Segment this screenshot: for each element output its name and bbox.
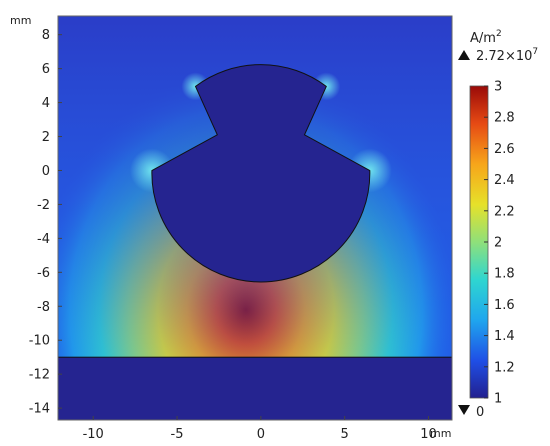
max-marker-triangle-icon	[458, 50, 470, 60]
y-tick-label: -4	[37, 232, 50, 247]
colorbar-tick-label: 1.4	[494, 329, 515, 344]
rotor-shape	[151, 64, 371, 283]
y-tick-label: 8	[42, 28, 50, 43]
colorbar-tick-label: 1.8	[494, 267, 515, 282]
y-tick-label: -8	[37, 300, 50, 315]
x-tick-label: 0	[257, 427, 265, 442]
colorbar-tick-label: 1.2	[494, 360, 515, 375]
x-tick-label: -10	[83, 427, 104, 442]
conductor-plate	[58, 356, 452, 420]
colorbar-tick-label: 2.2	[494, 204, 515, 219]
y-tick-label: 6	[42, 62, 50, 77]
colorbar-tick-label: 2.8	[494, 111, 515, 126]
x-tick-label: -5	[171, 427, 184, 442]
y-tick-label: 2	[42, 130, 50, 145]
colorbar-max-exponent: 7	[532, 47, 538, 57]
x-tick-label: 5	[341, 427, 349, 442]
colorbar-tick-label: 2	[494, 236, 502, 251]
colorbar-min-value: 0	[476, 405, 484, 420]
colorbar: A/m2 2.72×107 32.82.62.42.221.81.61.41.2…	[458, 29, 538, 420]
colorbar-max-value: 2.72×107	[476, 47, 538, 64]
y-tick-label: -10	[29, 334, 50, 349]
colorbar-tick-label: 1	[494, 392, 502, 407]
colorbar-max-mantissa: 2.72×10	[476, 49, 532, 64]
colorbar-unit: A/m2	[470, 29, 502, 46]
y-tick-label: -12	[29, 368, 50, 383]
plot-area	[58, 16, 452, 420]
plot-frame	[57, 15, 453, 421]
y-axis-ticks: 8 6 4 2 0 -2 -4 -6 -8 -10 -12 -14	[29, 28, 62, 417]
y-tick-label: -14	[29, 402, 50, 417]
y-tick-label: 4	[42, 96, 50, 111]
colorbar-ticks: 3 2.8 2.6 2.4 2.2 2 1.8 1.6 1.4 1.2 1	[484, 80, 515, 407]
min-marker-triangle-icon	[458, 405, 470, 415]
y-axis-unit: mm	[10, 14, 31, 27]
x-tick-label: 10	[420, 427, 437, 442]
x-axis-unit: mm	[430, 427, 451, 440]
y-tick-label: -6	[37, 266, 50, 281]
colorbar-unit-base: A/m	[470, 31, 496, 46]
colorbar-tick-label: 2.4	[494, 173, 515, 188]
colorbar-unit-exponent: 2	[496, 29, 502, 39]
colorbar-tick-label: 3	[494, 80, 502, 95]
y-tick-label: -2	[37, 198, 50, 213]
x-axis-ticks: -10 -5 0 5 10	[83, 416, 437, 442]
colorbar-tick-label: 2.6	[494, 142, 515, 157]
colorbar-tick-label: 1.6	[494, 298, 515, 313]
y-tick-label: 0	[42, 164, 50, 179]
